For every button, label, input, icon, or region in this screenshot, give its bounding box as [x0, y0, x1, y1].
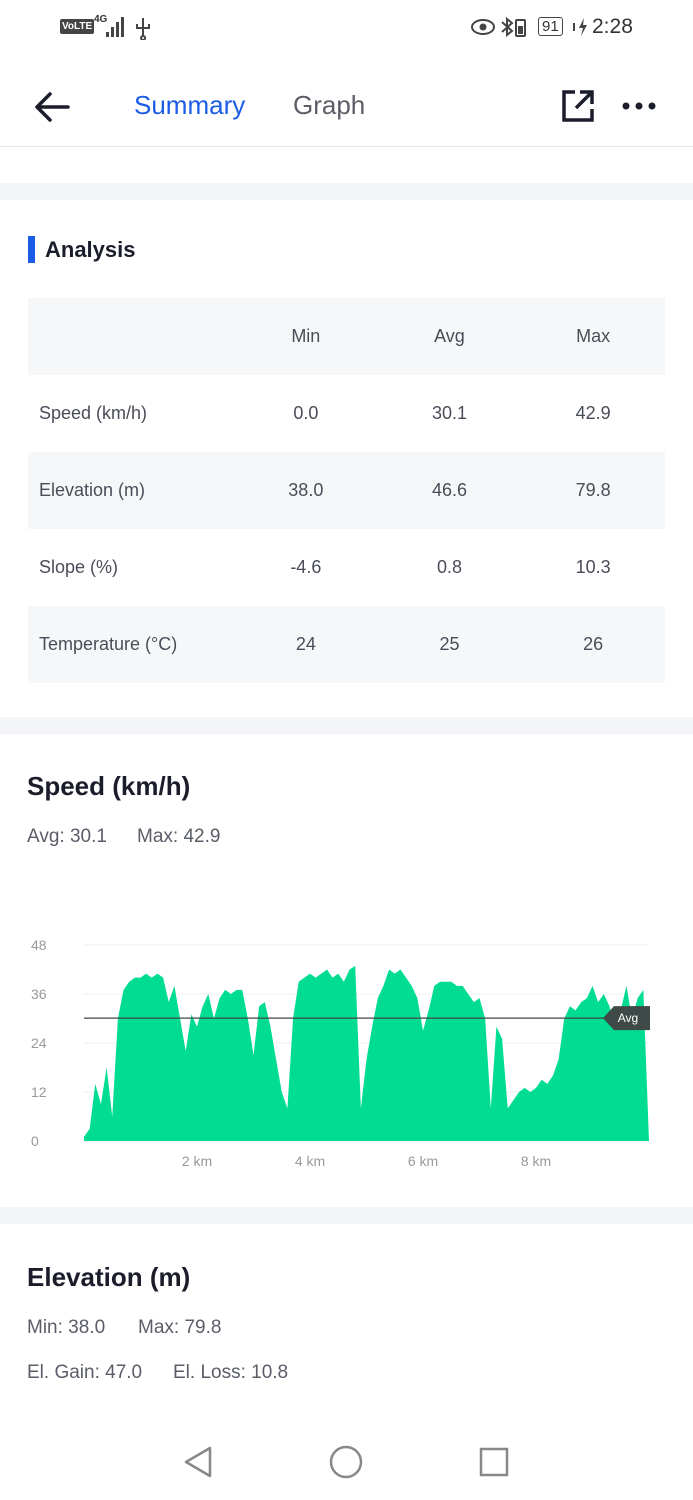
- nav-recent[interactable]: [479, 1447, 509, 1477]
- speed-stat: Max: 42.9: [137, 826, 221, 847]
- y-tick-label: 36: [31, 986, 47, 1002]
- nav-home[interactable]: [329, 1445, 363, 1479]
- table-row: Slope (%) -4.6 0.8 10.3: [28, 529, 665, 606]
- nav-back[interactable]: [184, 1446, 212, 1478]
- header-cell: Min: [234, 298, 378, 375]
- tab-graph[interactable]: Graph: [293, 90, 366, 120]
- header-cell: [28, 298, 234, 375]
- value-cell: 30.1: [431, 403, 467, 423]
- avg-label: Avg: [618, 1011, 638, 1025]
- volte-icon: VoLTE: [60, 19, 95, 34]
- section-marker: [28, 236, 35, 263]
- value-cell: 0.0: [293, 403, 319, 423]
- value-cell: -4.6: [290, 557, 322, 577]
- row-label: Speed (km/h): [39, 403, 148, 423]
- status-icons: [471, 16, 526, 38]
- elevation-stat: El. Loss: 10.8: [173, 1362, 289, 1383]
- table-row: Speed (km/h) 0.0 30.1 42.9: [28, 375, 665, 452]
- y-tick-label: 0: [31, 1133, 39, 1149]
- table-row: Elevation (m) 38.0 46.6 79.8: [28, 452, 665, 529]
- speed-stat: Avg: 30.1: [27, 826, 107, 847]
- analysis-table: Min Avg Max Speed (km/h) 0.0 30.1 42.9 Elevatio…: [28, 298, 665, 683]
- network-label: 4G: [94, 14, 108, 25]
- speed-title: Speed (km/h): [27, 771, 191, 801]
- value-cell: 10.3: [575, 557, 611, 577]
- value-cell: 79.8: [521, 452, 665, 529]
- x-tick-label: 6 km: [408, 1153, 438, 1169]
- analysis-title: Analysis: [45, 237, 136, 262]
- elevation-title: Elevation (m): [27, 1262, 191, 1292]
- row-label: Slope (%): [39, 557, 119, 577]
- value-cell: 42.9: [575, 403, 611, 423]
- y-tick-label: 48: [31, 937, 47, 953]
- row-label: Temperature (°C): [28, 606, 234, 683]
- section-gap: [0, 717, 693, 734]
- header-cell: Max: [521, 298, 665, 375]
- value-cell: 46.6: [377, 452, 522, 529]
- value-cell: 24: [234, 606, 378, 683]
- y-tick-label: 12: [31, 1084, 47, 1100]
- tab-summary[interactable]: Summary: [134, 90, 246, 120]
- value-cell: 26: [521, 606, 665, 683]
- clock: 2:28: [592, 15, 633, 38]
- y-tick-label: 24: [31, 1035, 47, 1051]
- speed-chart: 0 12 24 36 48 2 km 4 km 6 km 8 km Avg: [31, 937, 650, 1169]
- elevation-stat: Max: 79.8: [138, 1317, 222, 1338]
- more-button[interactable]: [620, 98, 658, 114]
- elevation-stat: Min: 38.0: [27, 1317, 106, 1338]
- charging-icon: [573, 18, 587, 36]
- share-button[interactable]: [560, 88, 596, 124]
- value-cell: 38.0: [234, 452, 378, 529]
- x-tick-label: 2 km: [182, 1153, 212, 1169]
- system-nav: [184, 1445, 509, 1479]
- speed-area: [84, 965, 649, 1141]
- value-cell: 25: [377, 606, 522, 683]
- elevation-stat: El. Gain: 47.0: [27, 1362, 143, 1383]
- row-label: Elevation (m): [28, 452, 234, 529]
- header-cell: Avg: [377, 298, 522, 375]
- x-tick-label: 8 km: [521, 1153, 551, 1169]
- value-cell: 0.8: [436, 557, 462, 577]
- table-row: Temperature (°C) 24 25 26: [28, 606, 665, 683]
- table-header: Min Avg Max: [28, 298, 665, 375]
- x-tick-label: 4 km: [295, 1153, 325, 1169]
- signal-icons: [106, 17, 150, 40]
- avg-tag: [603, 1006, 650, 1031]
- header-divider: [0, 146, 693, 147]
- battery-level: 91: [538, 17, 563, 36]
- section-gap: [0, 183, 693, 200]
- back-button[interactable]: [32, 90, 72, 124]
- section-gap: [0, 1207, 693, 1224]
